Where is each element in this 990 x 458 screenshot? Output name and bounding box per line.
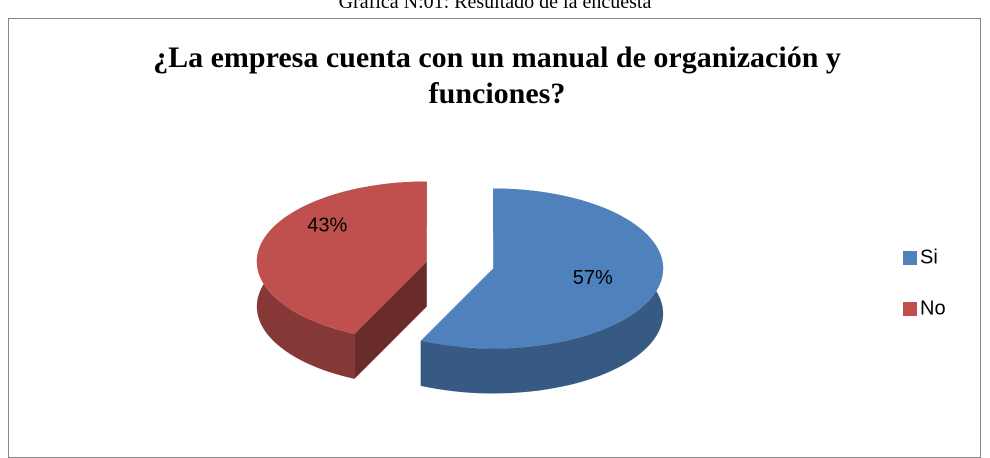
slice [256, 181, 427, 334]
chart-title: ¿La empresa cuenta con un manual de orga… [153, 41, 841, 110]
page: {"chart_data": {"type": "pie", "caption"… [8, 0, 981, 458]
legend-label: No [920, 297, 946, 319]
data-label: 43% [307, 214, 347, 236]
legend-swatch [903, 302, 917, 316]
slice [420, 188, 664, 349]
legend-swatch [903, 251, 917, 265]
legend-label: Si [920, 246, 938, 268]
slice-wall [354, 261, 427, 379]
data-label: 57% [573, 267, 613, 289]
chart: 57% 43% Si No [256, 181, 946, 394]
caption: Gráfica N:01: Resultado de la encuesta [338, 0, 652, 13]
